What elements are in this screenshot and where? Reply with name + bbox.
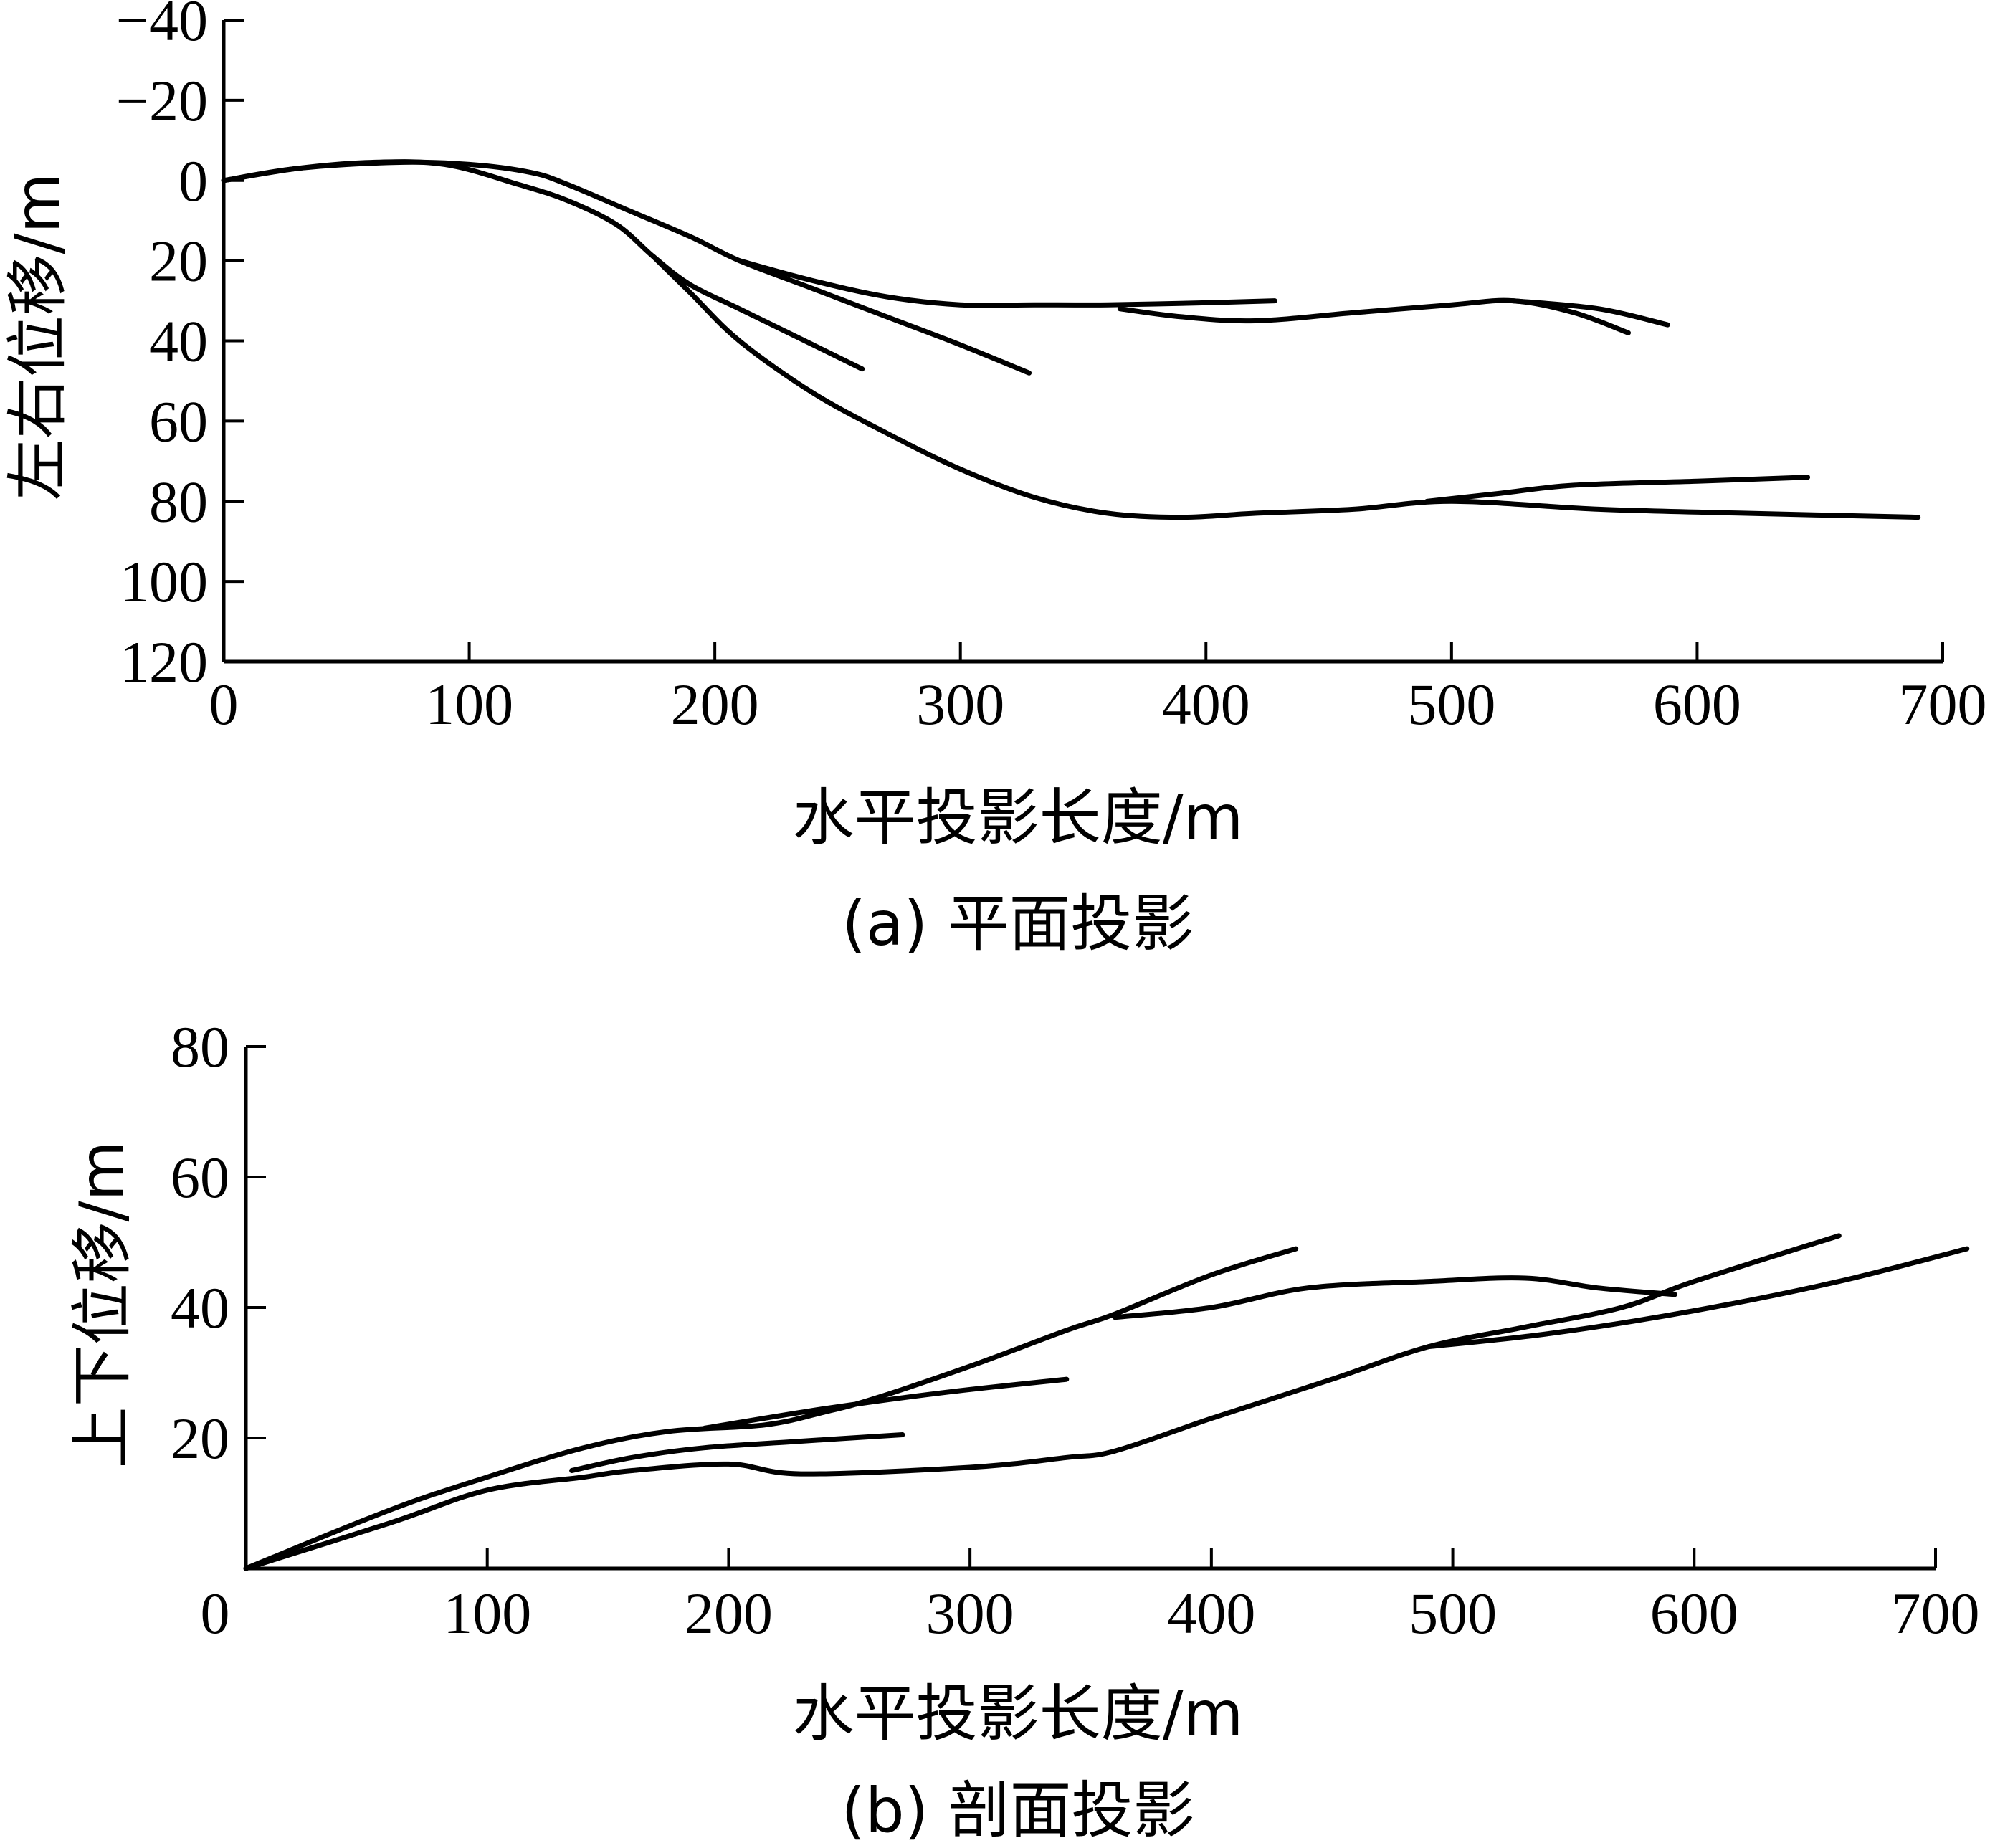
x-tick-label: 700: [1892, 1581, 1980, 1646]
x-tick-label: 500: [1407, 672, 1495, 737]
y-tick-label: 120: [120, 629, 208, 695]
x-tick-label: 0: [209, 672, 239, 737]
x-tick-label: 300: [916, 672, 1004, 737]
y-tick-label: −40: [116, 0, 208, 53]
trajectory-line-5: [1112, 1275, 1677, 1320]
trajectory-line-5: [1117, 297, 1631, 335]
y-tick-label: 40: [171, 1275, 229, 1340]
x-tick-label: 600: [1653, 672, 1741, 737]
trajectory-line-3: [651, 254, 1921, 520]
x-tick-label: 400: [1162, 672, 1250, 737]
y-tick-label: 60: [171, 1145, 229, 1210]
trajectory-line-2: [243, 1233, 1842, 1571]
y-tick-label: 40: [149, 309, 208, 374]
origin-label: 0: [201, 1581, 230, 1646]
x-tick-label: 500: [1409, 1581, 1497, 1646]
y-tick-label: −20: [116, 68, 208, 133]
y-axis-ticks: 20 40 60 80: [171, 1014, 266, 1471]
x-tick-label: 400: [1167, 1581, 1255, 1646]
y-axis-title: 上下位移/m: [67, 1141, 138, 1469]
x-axis-title: 水平投影长度/m: [793, 1678, 1244, 1750]
x-tick-label: 700: [1899, 672, 1987, 737]
panel-a-caption: (a) 平面投影: [842, 888, 1194, 960]
y-tick-label: 20: [171, 1406, 229, 1471]
x-axis-title: 水平投影长度/m: [793, 782, 1244, 854]
y-axis-title: 左右位移/m: [2, 173, 74, 501]
x-axis-ticks: 0 100 200 300 400 500 600 700: [209, 642, 1987, 737]
panel-b-caption: (b) 剖面投影: [841, 1775, 1194, 1847]
x-axis-ticks: 100 200 300 400 500 600 700: [244, 1548, 1980, 1646]
section-projection-chart: 20 40 60 80 100 200 300 400 500 600 700 0 水平投影长度/…: [67, 1014, 1980, 1847]
x-tick-label: 200: [685, 1581, 773, 1646]
y-axis-ticks: −40 −20 0 20 40 60 80 100 120: [116, 0, 244, 695]
y-tick-label: 80: [149, 469, 208, 534]
trajectory-line-3: [569, 1432, 905, 1473]
trajectory-line-4: [736, 258, 1277, 308]
x-tick-label: 200: [671, 672, 759, 737]
y-tick-label: 60: [149, 389, 208, 454]
trajectory-line-1: [243, 1246, 1299, 1571]
trajectory-curves: [243, 1233, 1970, 1571]
x-tick-label: 600: [1650, 1581, 1738, 1646]
trajectory-line-4: [702, 1376, 1070, 1431]
y-tick-label: 80: [171, 1014, 229, 1080]
trajectory-line-6: [1510, 298, 1670, 328]
trajectory-line-7: [1424, 475, 1811, 504]
y-tick-label: 20: [149, 229, 208, 294]
y-tick-label: 100: [120, 549, 208, 614]
x-tick-label: 300: [926, 1581, 1014, 1646]
y-tick-label: 0: [178, 148, 208, 214]
trajectory-line-1: [221, 159, 865, 372]
trajectory-line-6: [1426, 1246, 1970, 1350]
x-tick-label: 100: [425, 672, 513, 737]
x-tick-label: 100: [443, 1581, 531, 1646]
trajectory-line-2: [221, 159, 1032, 376]
trajectory-curves: [221, 159, 1921, 520]
